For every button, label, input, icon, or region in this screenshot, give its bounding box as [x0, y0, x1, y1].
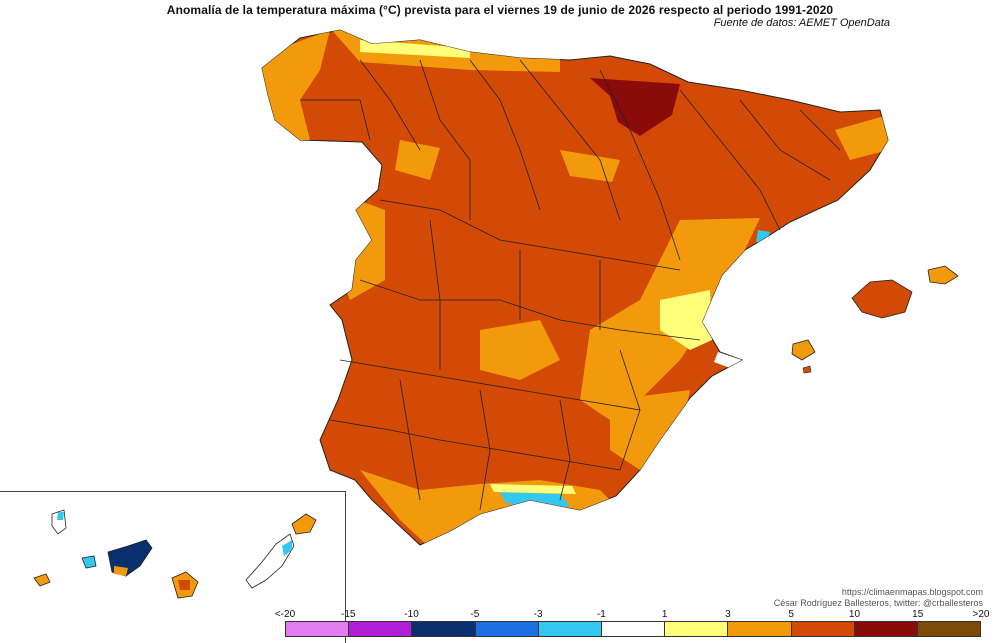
legend-tick-label: 3: [725, 609, 731, 620]
anomaly-zone-rioja: [590, 78, 680, 136]
legend-swatch: [728, 621, 792, 637]
legend-tick-label: >20: [972, 609, 990, 620]
legend-swatch: [349, 621, 413, 637]
legend-swatch: [917, 621, 982, 637]
legend-swatch: [475, 621, 539, 637]
island-fuerteventura: [245, 533, 295, 589]
legend-tick-label: -1: [596, 609, 606, 620]
legend-tick-label: 10: [848, 609, 861, 620]
legend-tick-label: -5: [470, 609, 480, 620]
map-title: Anomalía de la temperatura máxima (°C) p…: [166, 3, 834, 17]
legend-tick-label: <-20: [274, 609, 296, 620]
legend-swatch: [854, 621, 918, 637]
legend-tick-label: -15: [341, 609, 356, 620]
island-lanzarote: [291, 513, 317, 535]
anomaly-zone-cantabrian-pale: [360, 40, 470, 58]
legend-tick-label: 5: [788, 609, 794, 620]
anomaly-zone-north-plateau: [395, 140, 440, 180]
legend-swatch: [601, 621, 666, 637]
anomaly-zone-malaga-cool: [500, 492, 570, 510]
blog-credit: https://climaenmapas.blogspot.com: [841, 587, 983, 597]
author-credit: César Rodríguez Ballesteros, twitter: @c…: [773, 598, 983, 608]
legend-tick-label: -3: [533, 609, 543, 620]
color-legend: [285, 621, 982, 637]
tenerife-south-warm: [114, 566, 128, 576]
legend-swatch: [412, 621, 476, 637]
anomaly-zone-valencia: [660, 290, 712, 350]
island-la-gomera: [81, 555, 97, 569]
canary-islands-inset-frame: [0, 491, 346, 643]
anomaly-zone-murcia: [610, 390, 690, 470]
legend-swatch: [665, 621, 729, 637]
data-source: Fuente de datos: AEMET OpenData: [713, 17, 890, 29]
anomaly-zone-cape-cool: [756, 230, 770, 244]
legend-swatch: [791, 621, 855, 637]
fuerteventura-cool-area: [282, 540, 292, 556]
legend-swatch: [538, 621, 602, 637]
legend-tick-label: -10: [404, 609, 419, 620]
la-palma-cool-area: [57, 512, 64, 520]
island-mallorca: [851, 279, 913, 319]
island-menorca: [927, 265, 959, 285]
legend-tick-label: 1: [661, 609, 668, 620]
legend-swatch: [285, 621, 350, 637]
anomaly-zone-catalonia-coast: [835, 115, 888, 160]
island-el-hierro: [33, 573, 51, 587]
province-boundaries: [300, 59, 841, 511]
anomaly-zone-malaga-pale: [490, 484, 576, 494]
legend-tick-label: 15: [912, 609, 924, 620]
anomaly-zone-madrid: [480, 320, 560, 380]
gran-canaria-warm-core: [178, 580, 190, 590]
island-formentera: [802, 365, 812, 374]
island-ibiza: [791, 339, 816, 361]
